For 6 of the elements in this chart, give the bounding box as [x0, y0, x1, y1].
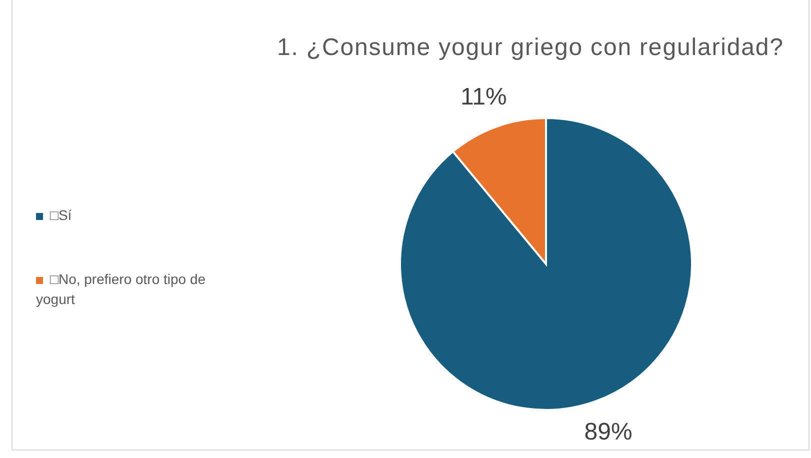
pie-slice — [399, 117, 693, 411]
chart-title: 1. ¿Consume yogur griego con regularidad? — [277, 34, 783, 61]
legend-label: □Sí — [50, 207, 72, 223]
data-label: 11% — [460, 84, 507, 111]
legend-label: □No, prefiero otro tipo de yogurt — [36, 271, 206, 307]
data-label: 89% — [584, 418, 632, 446]
